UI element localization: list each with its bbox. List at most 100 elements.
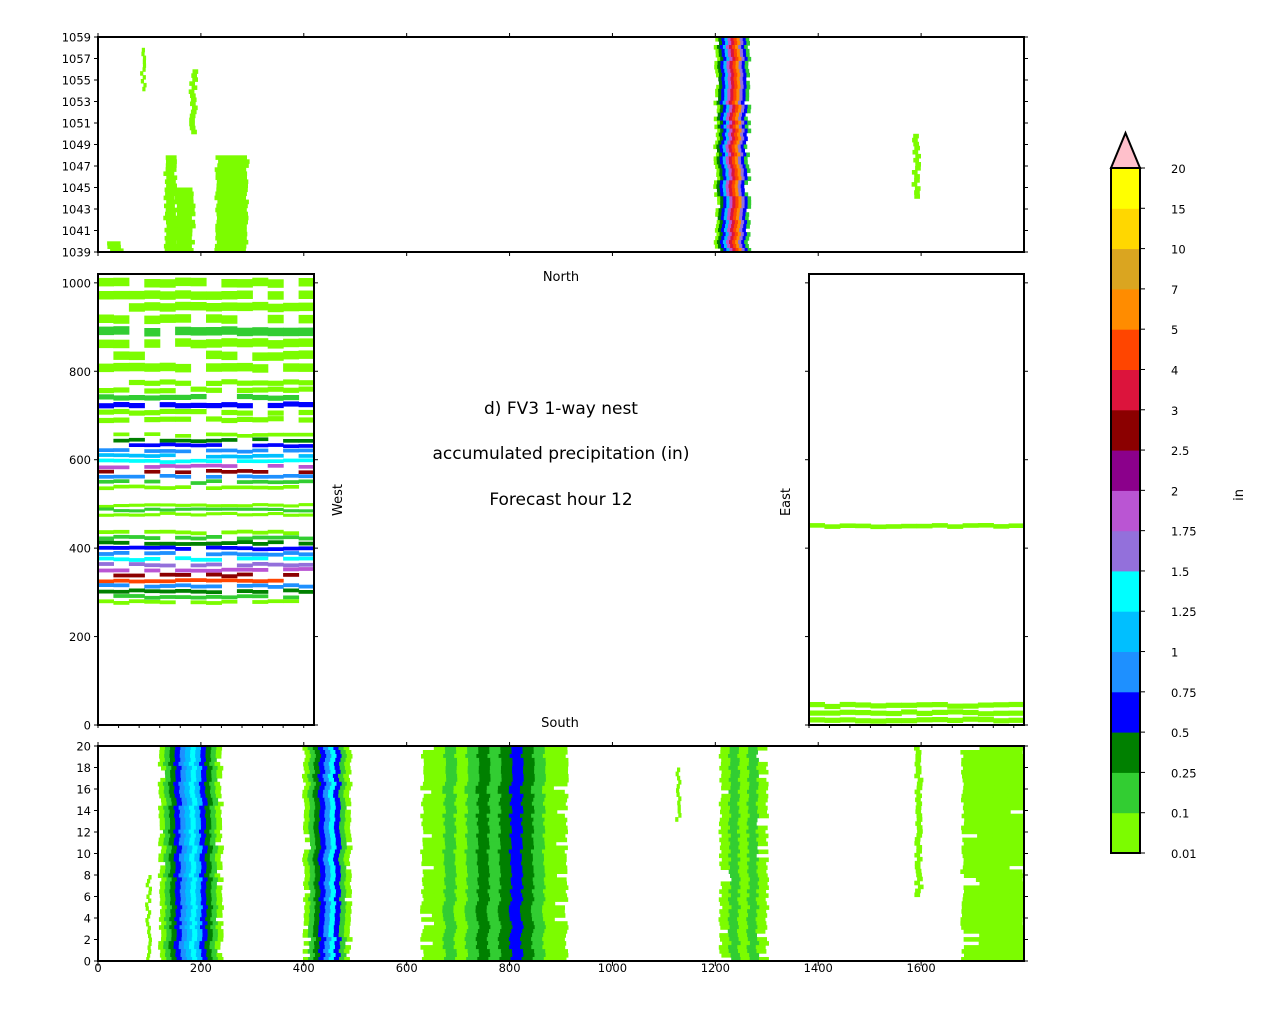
south-precip-cell: [962, 789, 979, 795]
south-precip-cell: [341, 845, 348, 851]
south-precip-cell: [962, 837, 979, 843]
west-precip-cell: [221, 541, 238, 545]
south-precip-cell: [319, 813, 325, 819]
north-precip-cell: [727, 37, 732, 42]
north-precip-cell: [725, 84, 729, 90]
south-precip-cell: [455, 853, 467, 859]
south-precip-cell: [215, 853, 221, 859]
south-precip-cell: [309, 865, 316, 870]
south-precip-cell: [313, 853, 319, 859]
south-precip-cell: [333, 746, 340, 751]
north-precip-cell: [733, 68, 737, 74]
north-precip-cell: [724, 96, 728, 102]
north-precip-cell: [721, 208, 726, 213]
south-precip-cell: [180, 773, 187, 779]
north-precip-cell: [731, 184, 736, 189]
south-precip-cell: [329, 905, 336, 910]
south-precip-cell: [431, 905, 444, 910]
south-precip-cell: [466, 853, 479, 859]
south-precip-cell: [309, 809, 315, 815]
south-precip-cell: [181, 957, 188, 961]
south-precip-cell: [721, 793, 732, 799]
west-precip-cell: [206, 380, 222, 386]
south-precip-cell: [181, 765, 188, 771]
south-precip-cell: [543, 917, 555, 922]
north-precip-cell: [719, 45, 724, 50]
north-precip-cell: [164, 179, 176, 184]
south-precip-cell: [994, 881, 1011, 886]
south-precip-cell: [489, 829, 502, 835]
north-precip-cell: [738, 176, 743, 181]
south-precip-cell: [345, 757, 352, 763]
south-precip-cell: [215, 785, 222, 791]
south-precip-cell: [1006, 750, 1023, 755]
west-precip-cell: [113, 534, 130, 539]
north-precip-cell: [731, 108, 736, 114]
south-precip-cell: [335, 953, 342, 958]
west-precip-cell: [267, 443, 284, 447]
south-precip-cell: [746, 929, 757, 934]
south-precip-cell: [488, 957, 501, 961]
south-precip-cell: [1010, 781, 1024, 787]
south-precip-cell: [992, 773, 1009, 779]
south-precip-cell: [316, 937, 322, 942]
south-precip-cell: [307, 857, 313, 863]
south-precip-cell: [166, 845, 173, 851]
south-precip-cell: [994, 754, 1011, 759]
south-precip-cell: [304, 785, 310, 791]
north-precip-cell: [738, 220, 742, 225]
south-precip-cell: [211, 913, 218, 918]
south-precip-cell: [510, 861, 522, 867]
south-precip-cell: [423, 793, 436, 799]
south-precip-cell: [338, 949, 345, 954]
north-precip-cell: [716, 108, 721, 114]
south-precip-cell: [498, 754, 511, 759]
south-precip-cell: [554, 941, 567, 946]
north-precip-cell: [714, 192, 718, 197]
south-precip-cell: [457, 809, 469, 815]
north-precip-cell: [744, 60, 749, 66]
north-precip-cell: [738, 56, 742, 62]
west-precip-cell: [283, 395, 300, 401]
south-precip-cell: [161, 845, 168, 851]
south-precip-cell: [317, 773, 324, 779]
west-precip-cell: [128, 594, 145, 598]
south-precip-cell: [339, 825, 345, 831]
east-precip-cell: [916, 523, 933, 529]
south-precip-cell: [1006, 917, 1023, 922]
north-precip-cell: [717, 104, 721, 110]
south-precip-cell: [533, 817, 546, 823]
north-precip-cell: [732, 116, 736, 122]
west-precip-cell: [267, 486, 284, 490]
east-precip-cell: [870, 718, 887, 724]
south-precip-cell: [197, 845, 204, 851]
south-precip-cell: [176, 929, 183, 934]
west-precip-cell: [98, 513, 114, 517]
south-precip-cell: [185, 909, 192, 914]
south-precip-cell: [314, 769, 321, 775]
south-precip-cell: [310, 781, 317, 787]
west-precip-cell: [113, 387, 130, 393]
south-precip-cell: [325, 841, 332, 847]
west-precip-cell: [128, 474, 145, 479]
north-precip-cell: [740, 52, 744, 58]
south-precip-cell: [176, 765, 183, 771]
south-precip-cell: [553, 937, 565, 942]
south-precip-cell: [303, 941, 310, 946]
south-precip-cell: [544, 837, 556, 843]
south-precip-cell: [178, 841, 185, 847]
west-precip-cell: [298, 458, 314, 463]
north-precip-cell: [732, 240, 736, 245]
south-precip-cell: [728, 754, 738, 759]
west-precip-cell: [206, 557, 222, 562]
north-precip-cell: [739, 37, 744, 42]
south-precip-cell: [302, 773, 308, 779]
south-precip-cell: [194, 789, 201, 795]
south-precip-cell: [737, 933, 748, 938]
south-precip-cell: [209, 781, 215, 787]
south-precip-cell: [175, 901, 181, 906]
north-precip-cell: [729, 216, 734, 221]
south-precip-cell: [200, 901, 207, 906]
north-precip-cell: [713, 144, 717, 150]
south-precip-cell: [543, 941, 556, 946]
